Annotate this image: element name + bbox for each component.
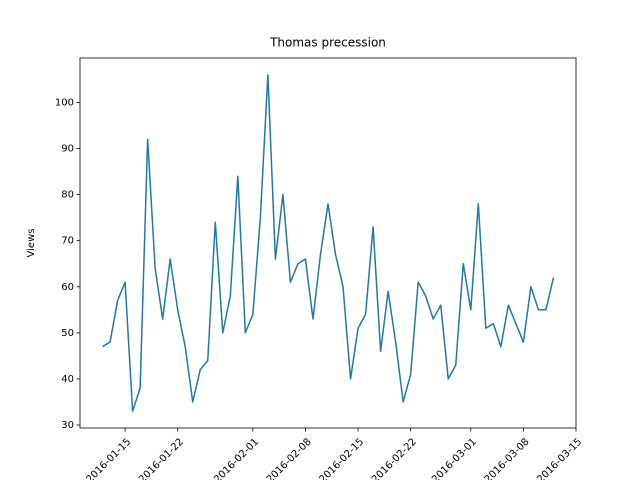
- x-tick-label: 2016-03-01: [430, 436, 479, 480]
- x-tick-label: 2016-03-08: [483, 436, 532, 480]
- x-tick-label: 2016-01-15: [84, 436, 133, 480]
- data-line: [102, 74, 555, 412]
- y-tick-label: 30: [61, 420, 74, 431]
- y-tick-label: 70: [61, 236, 74, 247]
- x-tick-label: 2016-01-22: [137, 436, 186, 480]
- y-tick-label: 60: [61, 282, 74, 293]
- y-axis-label: Views: [26, 229, 37, 258]
- plot-frame: [79, 57, 577, 429]
- y-tick-label: 50: [61, 328, 74, 339]
- chart-title: Thomas precession: [269, 36, 386, 50]
- y-tick-label: 100: [55, 97, 74, 108]
- x-tick-label: 2016-02-22: [370, 436, 419, 480]
- y-tick-label: 40: [61, 374, 74, 385]
- x-tick-label: 2016-02-01: [212, 436, 261, 480]
- x-tick-label: 2016-03-15: [535, 436, 584, 480]
- x-tick-label: 2016-02-08: [265, 436, 314, 480]
- x-tick-label: 2016-02-15: [317, 436, 366, 480]
- y-tick-label: 80: [61, 190, 74, 201]
- y-tick-label: 90: [61, 144, 74, 155]
